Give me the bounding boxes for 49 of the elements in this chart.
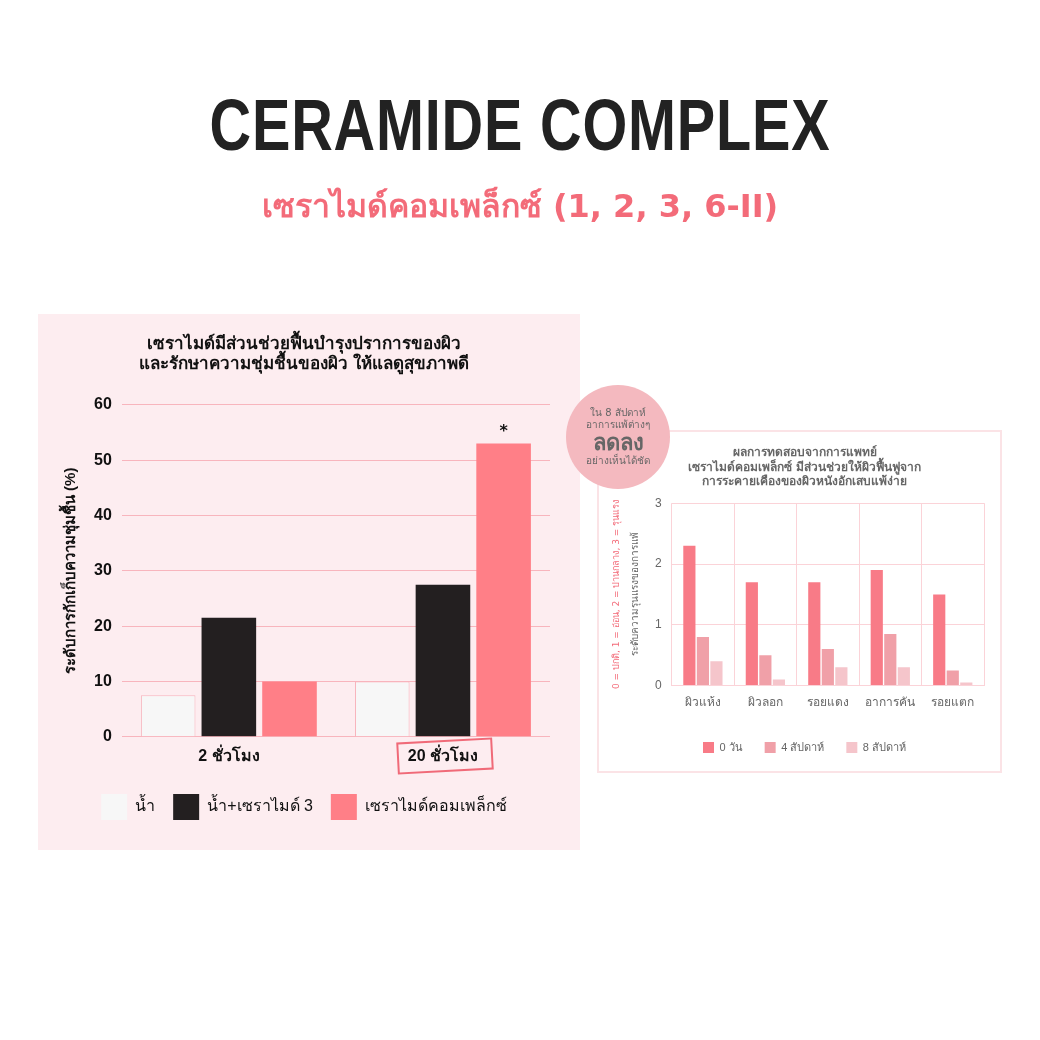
legend-label: น้ำ+เซราไมด์ 3 [207, 794, 313, 815]
y-tick-label: 50 [94, 450, 112, 468]
y-tick-label: 0 [654, 677, 662, 692]
bar [946, 670, 959, 686]
bar [933, 594, 946, 686]
x-tick-label: อาการคัน [865, 695, 916, 710]
legend-label: 0 วัน [719, 740, 743, 753]
chart-title: ผลการทดสอบจากการแพทย์ เซราไมด์คอมเพล็กซ์ มีส่วนช่วยให้ผิวฟื้นฟูจาก การระคายเคืองของผิวหนังอักเสบแพ้ง่าย [687, 445, 922, 489]
x-tick-label: 2 ชั่วโมง [198, 743, 260, 764]
text: 0 = ปกติ, 1 = อ่อน, 2 = ปานกลาง, 3 = รุนแรง [610, 499, 622, 689]
bar [683, 545, 696, 686]
bar [710, 661, 723, 686]
legend-label: 4 สัปดาห์ [781, 740, 825, 753]
y-tick-label: 2 [654, 556, 662, 571]
chart-title: เซราไมด์มีส่วนช่วยฟื้นบำรุงปราการของผิว และรักษาความชุ่มชื้นของผิว ให้แลดูสุขภาพดี [138, 329, 470, 376]
y-tick-label: 1 [654, 617, 662, 632]
y-axis-title: ระดับการกักเก็บความชุ่มชื้น (%) [58, 467, 81, 675]
bar [897, 667, 910, 686]
y-tick-label: 10 [94, 671, 112, 689]
x-tick-label: ผิวลอก [747, 695, 783, 710]
bar [884, 633, 897, 686]
bar [696, 636, 709, 686]
legend-label: น้ำ [135, 794, 156, 815]
bar [201, 617, 257, 737]
y-axis-title: ระดับความรุนแรงของการแพ้ [628, 532, 641, 657]
text: เซราไมด์คอมเพล็กซ์ (1, 2, 3, 6-II) [260, 185, 780, 227]
legend-label: เซราไมด์คอมเพล็กซ์ [364, 795, 507, 815]
y-tick-label: 20 [94, 616, 112, 634]
y-tick-label: 40 [94, 505, 112, 523]
y-tick-label: 0 [102, 727, 112, 745]
bar [870, 570, 883, 686]
x-tick-label: 20 ชั่วโมง [407, 743, 479, 764]
bar [835, 667, 848, 686]
bar [415, 584, 471, 737]
data-label: * [499, 420, 509, 440]
x-tick-label: รอยแดง [806, 695, 849, 710]
x-tick-label: ผิวแห้ง [684, 695, 721, 710]
bar [759, 655, 772, 686]
text: CERAMIDE COMPLEX [208, 84, 832, 167]
y-tick-label: 3 [654, 495, 662, 510]
bar [262, 681, 317, 737]
y-tick-label: 30 [94, 561, 112, 579]
bar [808, 582, 821, 686]
bar [476, 443, 531, 737]
bar [745, 582, 758, 686]
y-tick-label: 60 [94, 395, 112, 413]
legend-label: 8 สัปดาห์ [862, 740, 907, 753]
x-tick-label: รอยแตก [931, 695, 975, 710]
bar [821, 649, 834, 686]
